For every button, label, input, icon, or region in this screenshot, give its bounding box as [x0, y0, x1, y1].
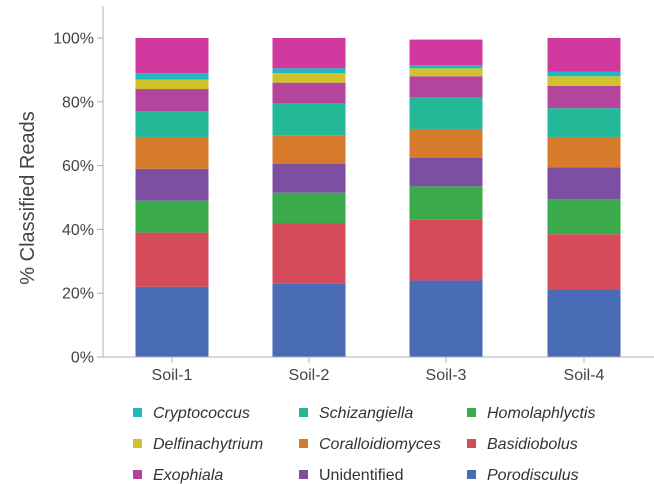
- bar-segment-homolaphlyctis: [547, 199, 621, 235]
- bar-segment-other: [547, 38, 621, 72]
- y-axis: 0% 20% 40% 60% 80% 100%: [53, 6, 104, 367]
- y-axis-title: % Classified Reads: [17, 111, 39, 284]
- legend-label: Delfinachytrium: [153, 436, 263, 453]
- bar-segment-homolaphlyctis: [135, 200, 209, 233]
- legend-item: Delfinachytrium: [133, 436, 263, 453]
- legend-label: Coralloidiomyces: [319, 436, 441, 453]
- bar-segment-other: [409, 39, 483, 66]
- bar-segment-coralloidiomyces: [135, 136, 209, 169]
- legend-label: Exophiala: [153, 467, 223, 484]
- bar-segment-cryptococcus: [135, 73, 209, 80]
- legend-label: Homolaphlyctis: [487, 405, 595, 422]
- legend-label: Unidentified: [319, 467, 404, 484]
- bar-segment-exophiala: [547, 85, 621, 109]
- legend-item: Unidentified: [299, 467, 404, 484]
- bar-segment-unidentified: [409, 157, 483, 187]
- bar-segment-delfinachytrium: [272, 73, 346, 83]
- y-tick-label: 0%: [71, 350, 94, 367]
- legend-swatch: [133, 439, 142, 448]
- legend-item: Cryptococcus: [133, 405, 250, 422]
- legend-swatch: [133, 408, 142, 417]
- legend-item: Coralloidiomyces: [299, 436, 441, 453]
- legend-label: Porodisculus: [487, 467, 579, 484]
- legend-item: Homolaphlyctis: [467, 405, 595, 422]
- bar-segment-porodisculus: [547, 290, 621, 357]
- bar-segment-basidiobolus: [547, 234, 621, 291]
- bar-segment-delfinachytrium: [409, 68, 483, 77]
- bar-segment-cryptococcus: [409, 65, 483, 69]
- legend-swatch: [467, 439, 476, 448]
- bar-segment-schizangiella: [547, 108, 621, 137]
- x-tick-label: Soil-4: [564, 367, 605, 384]
- y-tick-label: 100%: [53, 31, 94, 48]
- bar-segment-delfinachytrium: [135, 79, 209, 90]
- legend-swatch: [133, 470, 142, 479]
- bar-segment-exophiala: [409, 76, 483, 98]
- bar-segment-porodisculus: [135, 286, 209, 357]
- bar-segment-homolaphlyctis: [409, 186, 483, 220]
- legend-label: Schizangiella: [319, 405, 413, 422]
- bar-segment-schizangiella: [135, 111, 209, 137]
- legend-swatch: [299, 470, 308, 479]
- x-axis: Soil-1 Soil-2 Soil-3 Soil-4: [103, 356, 654, 384]
- legend-item: Porodisculus: [467, 467, 579, 484]
- plot-area: [135, 38, 621, 357]
- bar-segment-unidentified: [547, 167, 621, 200]
- legend-item: Basidiobolus: [467, 436, 578, 453]
- y-tick-label: 80%: [62, 94, 94, 111]
- legend-item: Schizangiella: [299, 405, 413, 422]
- legend-label: Cryptococcus: [153, 405, 250, 422]
- legend-label: Basidiobolus: [487, 436, 578, 453]
- legend-swatch: [299, 408, 308, 417]
- x-tick-label: Soil-1: [152, 367, 193, 384]
- bar-segment-other: [272, 38, 346, 69]
- x-tick-label: Soil-3: [426, 367, 467, 384]
- bar-segment-coralloidiomyces: [272, 135, 346, 165]
- bar-segment-cryptococcus: [547, 71, 621, 77]
- legend-item: Exophiala: [133, 467, 223, 484]
- bar-segment-homolaphlyctis: [272, 192, 346, 224]
- y-tick-label: 40%: [62, 222, 94, 239]
- legend-swatch: [467, 470, 476, 479]
- bar-segment-delfinachytrium: [547, 76, 621, 86]
- bar-segment-coralloidiomyces: [409, 128, 483, 158]
- bar-segment-other: [135, 38, 209, 74]
- bar-segment-unidentified: [272, 164, 346, 193]
- bar-segment-basidiobolus: [135, 232, 209, 287]
- bar-segment-basidiobolus: [272, 223, 346, 284]
- bar-segment-porodisculus: [272, 283, 346, 357]
- y-tick-label: 20%: [62, 286, 94, 303]
- y-tick-label: 60%: [62, 158, 94, 175]
- x-tick-label: Soil-2: [289, 367, 330, 384]
- bar-segment-unidentified: [135, 168, 209, 201]
- bar-segment-cryptococcus: [272, 68, 346, 74]
- legend-swatch: [299, 439, 308, 448]
- bar-segment-exophiala: [135, 89, 209, 112]
- bar-segment-coralloidiomyces: [547, 136, 621, 168]
- bar-segment-exophiala: [272, 82, 346, 104]
- bar-segment-porodisculus: [409, 280, 483, 357]
- bar-segment-basidiobolus: [409, 219, 483, 281]
- legend-swatch: [467, 408, 476, 417]
- bar-segment-schizangiella: [409, 97, 483, 129]
- bar-segment-schizangiella: [272, 103, 346, 136]
- legend: Cryptococcus Schizangiella Homolaphlyctis D…: [133, 405, 595, 484]
